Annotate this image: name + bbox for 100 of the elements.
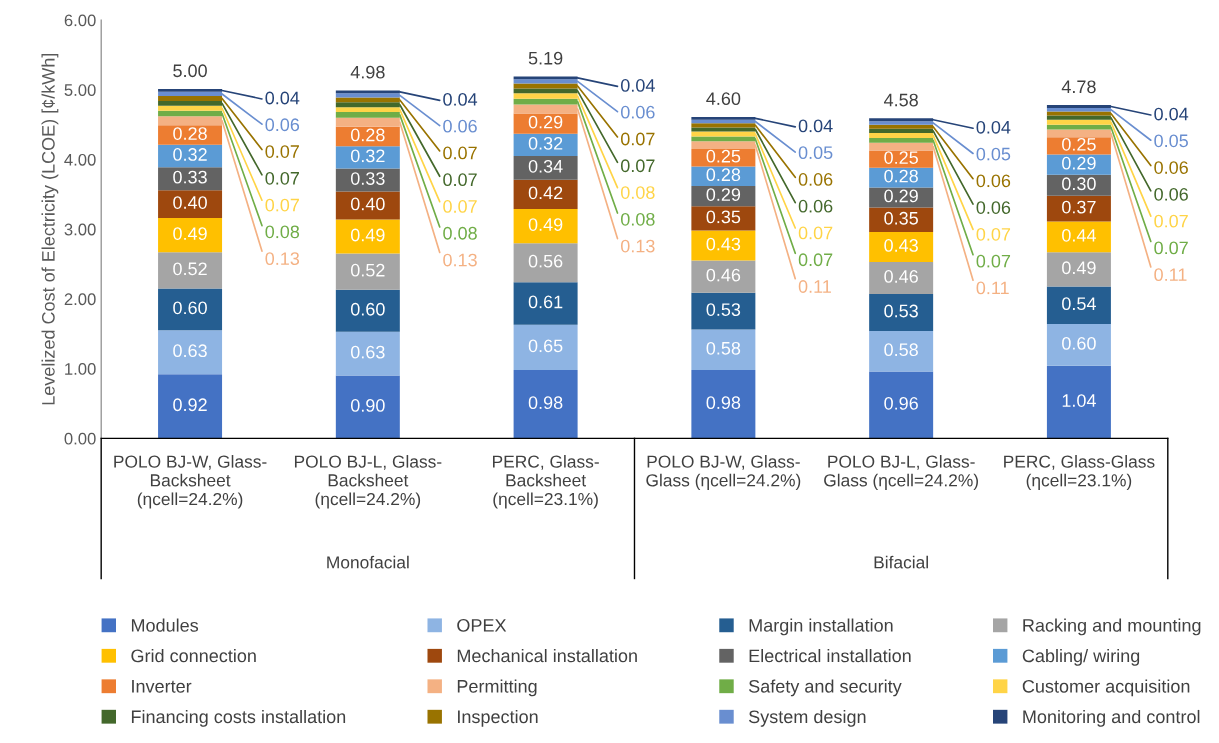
bar (691, 260, 756, 293)
legend-label: Inspection (458, 709, 538, 727)
bar (691, 230, 756, 261)
data-label: 0.07 (265, 145, 299, 158)
data-label: 0.07 (620, 159, 655, 173)
bar (691, 292, 756, 330)
data-label: 0.04 (976, 120, 1011, 134)
data-label: 0.07 (798, 226, 833, 240)
bar (158, 125, 223, 145)
data-label: 0.06 (798, 173, 833, 186)
data-label: 0.07 (443, 173, 477, 187)
data-label: 0.06 (265, 118, 300, 132)
data-label: 0.04 (620, 79, 655, 92)
data-label: 0.13 (443, 253, 477, 267)
legend-label: Safety and security (748, 679, 902, 697)
bar (869, 150, 934, 168)
data-label: 0.53 (706, 303, 741, 316)
data-label: 0.07 (798, 253, 833, 267)
data-label: 0.11 (976, 281, 1009, 295)
bar (691, 370, 756, 439)
legend-label: Cabling/ wiring (1022, 648, 1140, 666)
total-label: 5.00 (173, 64, 207, 78)
bar (869, 187, 934, 208)
total-label: 4.58 (883, 93, 918, 107)
data-label: 0.04 (798, 119, 833, 133)
data-label: 0.37 (1062, 200, 1096, 214)
data-label: 0.06 (798, 199, 833, 213)
bar (691, 206, 756, 231)
data-label: 0.98 (528, 396, 563, 410)
data-label: 0.63 (350, 345, 385, 359)
data-label: 0.07 (265, 198, 299, 212)
x-tick-label: POLO BJ-W, Glass- Glass (ηcell=24.2%) (646, 455, 801, 490)
bar (513, 282, 578, 325)
x-tick-label: PERC, Glass- Backsheet (ηcell=23.1%) (493, 455, 599, 509)
legend-label: Permitting (457, 679, 537, 697)
y-axis-title: Levelized Cost of Electricity (LCOE) [¢/kWh] (41, 53, 59, 405)
total-label: 4.98 (350, 65, 385, 79)
data-label: 0.56 (528, 254, 563, 268)
bar (335, 375, 400, 439)
bar (869, 294, 934, 331)
legend-label: Margin installation (749, 618, 893, 636)
y-tick-label: 4.00 (64, 153, 96, 166)
bar (158, 167, 223, 191)
data-label: 0.46 (706, 268, 741, 282)
data-label: 0.07 (1154, 214, 1188, 228)
legend-label: Grid connection (131, 648, 256, 663)
data-label: 0.92 (173, 398, 207, 412)
data-label: 0.11 (798, 280, 831, 293)
legend-label: Monitoring and control (1023, 709, 1200, 727)
data-label: 0.06 (976, 174, 1011, 188)
y-tick-label: 5.00 (64, 84, 96, 96)
x-tick-label: PERC, Glass-Glass (ηcell=23.1%) (1004, 455, 1155, 490)
x-tick-label: POLO BJ-W, Glass- Backsheet (ηcell=24.2%) (114, 455, 267, 509)
bar (158, 288, 223, 331)
data-label: 0.65 (528, 339, 563, 353)
data-label: 0.35 (884, 211, 918, 225)
data-label: 0.05 (1154, 134, 1188, 148)
data-label: 0.28 (173, 127, 207, 140)
data-label: 0.43 (706, 237, 741, 251)
bar (335, 168, 400, 192)
data-label: 0.63 (173, 344, 207, 358)
bar (869, 371, 934, 439)
data-label: 0.11 (1154, 268, 1187, 282)
text: Monofacial (327, 555, 409, 569)
data-label: 0.08 (443, 226, 477, 240)
data-label: 0.61 (528, 295, 563, 309)
data-label: 0.04 (443, 93, 478, 106)
data-label: 0.43 (884, 239, 918, 252)
data-label: 0.52 (173, 262, 207, 276)
bar (158, 330, 223, 375)
y-tick-label: 0.00 (64, 432, 96, 445)
bar (691, 166, 756, 186)
data-label: 0.49 (528, 218, 563, 231)
data-label: 0.07 (265, 171, 299, 185)
data-label: 0.96 (884, 396, 918, 410)
legend-label: Modules (131, 618, 199, 632)
data-label: 0.49 (1062, 261, 1096, 275)
data-label: 0.29 (884, 189, 918, 203)
bar (335, 219, 400, 254)
data-label: 0.60 (173, 301, 207, 315)
data-label: 0.42 (528, 186, 563, 200)
bar (335, 289, 400, 332)
bar (513, 370, 578, 439)
legend-label: Electrical installation (749, 648, 911, 663)
legend-label: System design (748, 709, 866, 727)
bar (335, 191, 400, 220)
data-label: 0.07 (443, 146, 477, 160)
bar (513, 209, 578, 244)
bar (1046, 286, 1111, 325)
y-tick-label: 2.00 (64, 293, 96, 306)
data-label: 0.54 (1062, 297, 1096, 311)
total-label: 4.60 (706, 92, 741, 106)
data-label: 0.25 (1062, 137, 1096, 151)
data-label: 1.04 (1062, 394, 1096, 407)
legend-label: Mechanical installation (457, 648, 637, 663)
data-label: 0.29 (1062, 156, 1096, 170)
data-label: 0.44 (1062, 228, 1096, 242)
data-label: 0.52 (350, 263, 385, 277)
data-label: 0.04 (265, 91, 300, 105)
legend-label: Financing costs installation (131, 709, 346, 727)
